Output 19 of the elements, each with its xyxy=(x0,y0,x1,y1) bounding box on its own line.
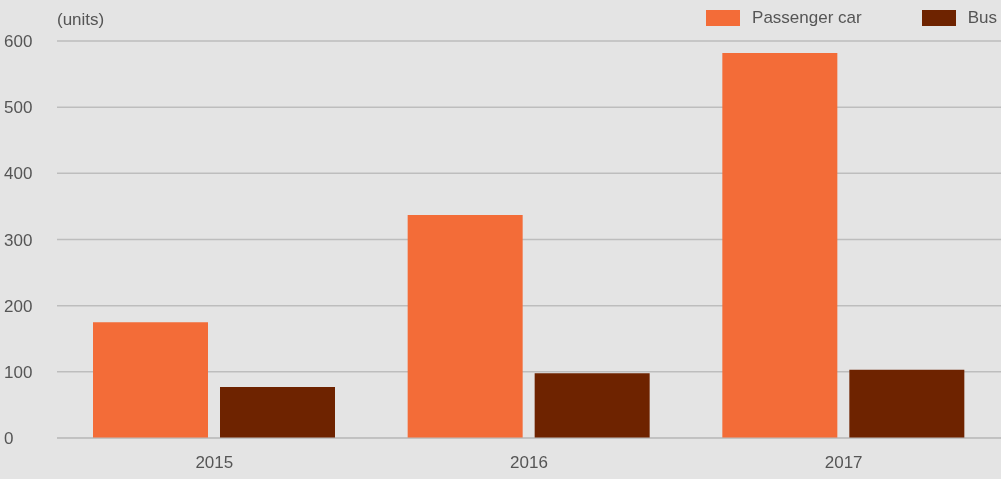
y-axis-title: (units) xyxy=(57,10,105,30)
legend-label: Passenger car xyxy=(752,8,862,28)
bar xyxy=(849,369,965,438)
bar xyxy=(722,52,838,438)
legend-label: Bus xyxy=(967,8,997,28)
bar xyxy=(93,322,208,438)
x-tick-label: 2015 xyxy=(195,453,234,473)
x-tick-label: 2016 xyxy=(510,453,548,473)
y-tick-label: 200 xyxy=(4,296,33,316)
y-tick-label: 100 xyxy=(4,362,33,382)
x-tick-label: 2017 xyxy=(824,453,863,473)
bar xyxy=(220,387,335,438)
bar xyxy=(407,215,523,438)
y-tick-label: 500 xyxy=(4,98,33,118)
bar xyxy=(534,373,650,438)
y-tick-label: 300 xyxy=(4,230,33,250)
y-tick-label: 400 xyxy=(4,164,33,184)
y-tick-label: 600 xyxy=(4,32,33,52)
y-tick-label: 0 xyxy=(4,429,14,449)
